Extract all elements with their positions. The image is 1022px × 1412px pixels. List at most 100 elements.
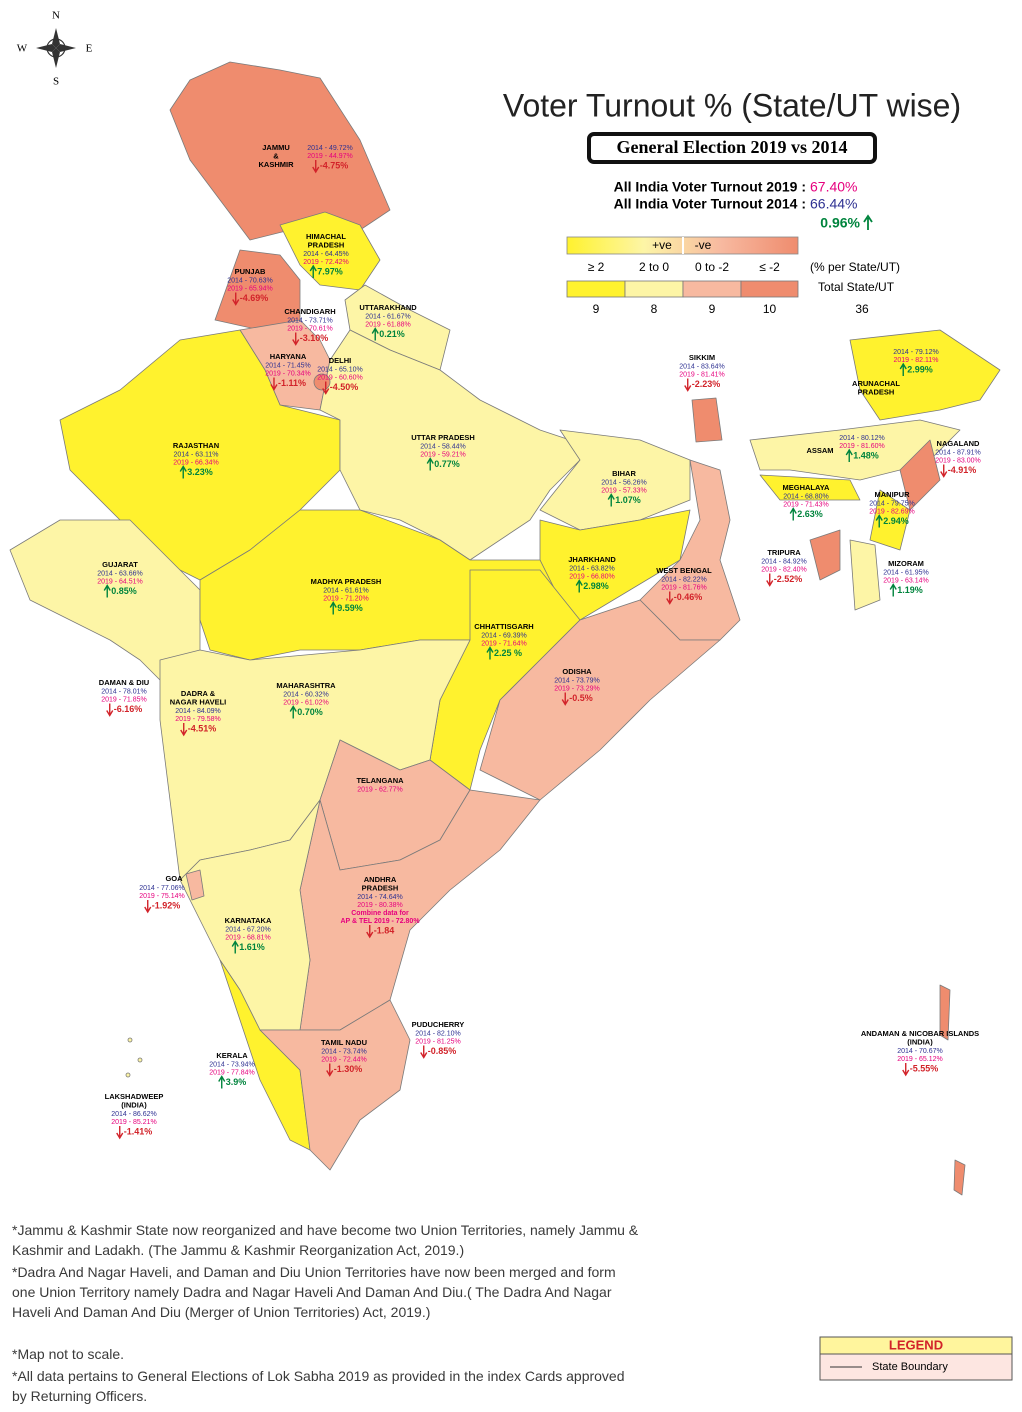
turnout-2014: 2014 - 67.20% bbox=[225, 926, 271, 933]
turnout-2019: 2019 - 75.14% bbox=[139, 893, 185, 900]
scale-bin-label: 0 to -2 bbox=[695, 260, 729, 274]
turnout-change: 1.61% bbox=[239, 942, 265, 952]
region-name: CHANDIGARH bbox=[284, 307, 335, 316]
turnout-2019: 2019 - 62.77% bbox=[357, 786, 403, 793]
turnout-2019: 2019 - 81.76% bbox=[661, 584, 707, 591]
turnout-2014: 2014 - 60.32% bbox=[283, 691, 329, 698]
up-arrow bbox=[426, 457, 434, 471]
up-arrow bbox=[231, 940, 239, 954]
nicobar bbox=[953, 1159, 966, 1196]
region-name: DELHI bbox=[329, 356, 352, 365]
turnout-change: 7.97% bbox=[317, 266, 343, 276]
compass: N W E S bbox=[17, 10, 93, 88]
region-name: ANDAMAN & NICOBAR ISLANDS bbox=[861, 1029, 979, 1038]
summary-change: 0.96% bbox=[820, 215, 860, 231]
turnout-2019: 2019 - 66.80% bbox=[569, 573, 615, 580]
turnout-change: 2.25 % bbox=[494, 648, 522, 658]
region-name: NAGALAND bbox=[937, 439, 980, 448]
up-arrow bbox=[899, 362, 907, 376]
region-name: GOA bbox=[165, 874, 183, 883]
turnout-change: -3.10% bbox=[300, 333, 329, 343]
summary-label: All India Voter Turnout 2019 : bbox=[614, 179, 806, 195]
region-name: TRIPURA bbox=[767, 548, 801, 557]
down-arrow bbox=[312, 160, 320, 174]
scale-unit: (% per State/UT) bbox=[810, 260, 900, 274]
region-name: JAMMU bbox=[262, 143, 290, 152]
scale-bin-count: 9 bbox=[593, 302, 600, 316]
up-arrow bbox=[789, 507, 797, 521]
region-name: LAKSHADWEEP bbox=[105, 1092, 164, 1101]
title: Voter Turnout % (State/UT wise) bbox=[503, 87, 961, 123]
sikkim bbox=[691, 397, 723, 443]
turnout-change: -2.23% bbox=[692, 379, 721, 389]
up-arrow bbox=[845, 448, 853, 462]
turnout-change: 0.21% bbox=[379, 329, 405, 339]
turnout-change: -1.41% bbox=[124, 1126, 153, 1136]
turnout-2014: 2014 - 87.91% bbox=[935, 449, 981, 456]
turnout-2014: 2014 - 73.94% bbox=[209, 1061, 255, 1068]
turnout-change: 2.98% bbox=[583, 581, 609, 591]
turnout-change: -4.51% bbox=[188, 723, 217, 733]
region-name: BIHAR bbox=[612, 469, 636, 478]
compass-s: S bbox=[53, 76, 59, 88]
turnout-change: 9.59% bbox=[337, 603, 363, 613]
region-name: PUNJAB bbox=[235, 267, 266, 276]
turnout-2019: 2019 - 82.11% bbox=[893, 357, 938, 364]
turnout-2014: 2014 - 73.79% bbox=[554, 677, 600, 684]
region-name: TAMIL NADU bbox=[321, 1038, 367, 1047]
turnout-2019: 2019 - 64.51% bbox=[97, 578, 143, 585]
turnout-2019: 2019 - 63.14% bbox=[883, 577, 929, 584]
turnout-2014: 2014 - 70.67% bbox=[897, 1048, 943, 1055]
turnout-change: -0.5% bbox=[569, 693, 593, 703]
turnout-change: -2.52% bbox=[774, 574, 803, 584]
turnout-2019: 2019 - 59.21% bbox=[420, 451, 466, 458]
turnout-2019: 2019 - 60.60% bbox=[317, 374, 363, 381]
compass-star bbox=[36, 44, 56, 52]
turnout-change: 3.23% bbox=[187, 467, 213, 477]
state-shapes bbox=[9, 61, 1001, 1196]
turnout-2019: 2019 - 83.00% bbox=[935, 457, 981, 464]
subtitle: General Election 2019 vs 2014 bbox=[617, 137, 848, 157]
scale-box bbox=[682, 280, 742, 298]
up-arrow bbox=[218, 1075, 226, 1089]
turnout-2014: 2014 - 49.72% bbox=[307, 145, 353, 152]
region-name: HARYANA bbox=[270, 352, 307, 361]
down-arrow bbox=[292, 332, 300, 346]
turnout-2019: 2019 - 72.44% bbox=[321, 1056, 367, 1063]
scale-bin-label: ≥ 2 bbox=[588, 260, 605, 274]
region-name: DADRA & bbox=[181, 689, 216, 698]
turnout-change: 0.70% bbox=[297, 707, 323, 717]
turnout-2019: 2019 - 80.38% bbox=[357, 902, 403, 909]
turnout-2019: 2019 - 79.58% bbox=[175, 716, 221, 723]
region-name: KASHMIR bbox=[259, 160, 295, 169]
up-arrow bbox=[875, 514, 883, 528]
turnout-change: -4.91% bbox=[948, 465, 977, 475]
region-name: JHARKHAND bbox=[568, 555, 616, 564]
up-arrow bbox=[889, 583, 897, 597]
turnout-2014: 2014 - 61.67% bbox=[365, 313, 411, 320]
turnout-2014: 2014 - 86.62% bbox=[111, 1111, 157, 1118]
legend: LEGEND State Boundary bbox=[819, 1336, 1013, 1381]
region-name: (INDIA) bbox=[907, 1037, 933, 1046]
turnout-2014: 2014 - 78.01% bbox=[101, 688, 147, 695]
region-name: KARNATAKA bbox=[225, 916, 272, 925]
note: *Map not to scale. bbox=[12, 1346, 125, 1362]
turnout-change: -0.85% bbox=[428, 1046, 457, 1056]
turnout-2019: 2019 - 68.81% bbox=[225, 934, 271, 941]
manipur bbox=[869, 489, 911, 551]
turnout-2014: 2014 - 68.80% bbox=[783, 493, 829, 500]
turnout-change: -6.16% bbox=[114, 704, 143, 714]
turnout-2019: 2019 - 71.43% bbox=[783, 501, 829, 508]
turnout-change: 0.85% bbox=[111, 586, 137, 596]
region-name: MADHYA PRADESH bbox=[311, 577, 382, 586]
down-arrow bbox=[144, 900, 152, 914]
turnout-2014: 2014 - 71.45% bbox=[265, 362, 311, 369]
note: *Jammu & Kashmir State now reorganized a… bbox=[12, 1222, 639, 1258]
scale-total-label: Total State/UT bbox=[818, 280, 895, 294]
down-arrow bbox=[940, 464, 948, 478]
down-arrow bbox=[366, 925, 374, 939]
goa bbox=[185, 869, 205, 901]
turnout-2019: 2019 - 77.84% bbox=[209, 1069, 255, 1076]
combined-note: AP & TEL 2019 - 72.80% bbox=[340, 918, 420, 925]
